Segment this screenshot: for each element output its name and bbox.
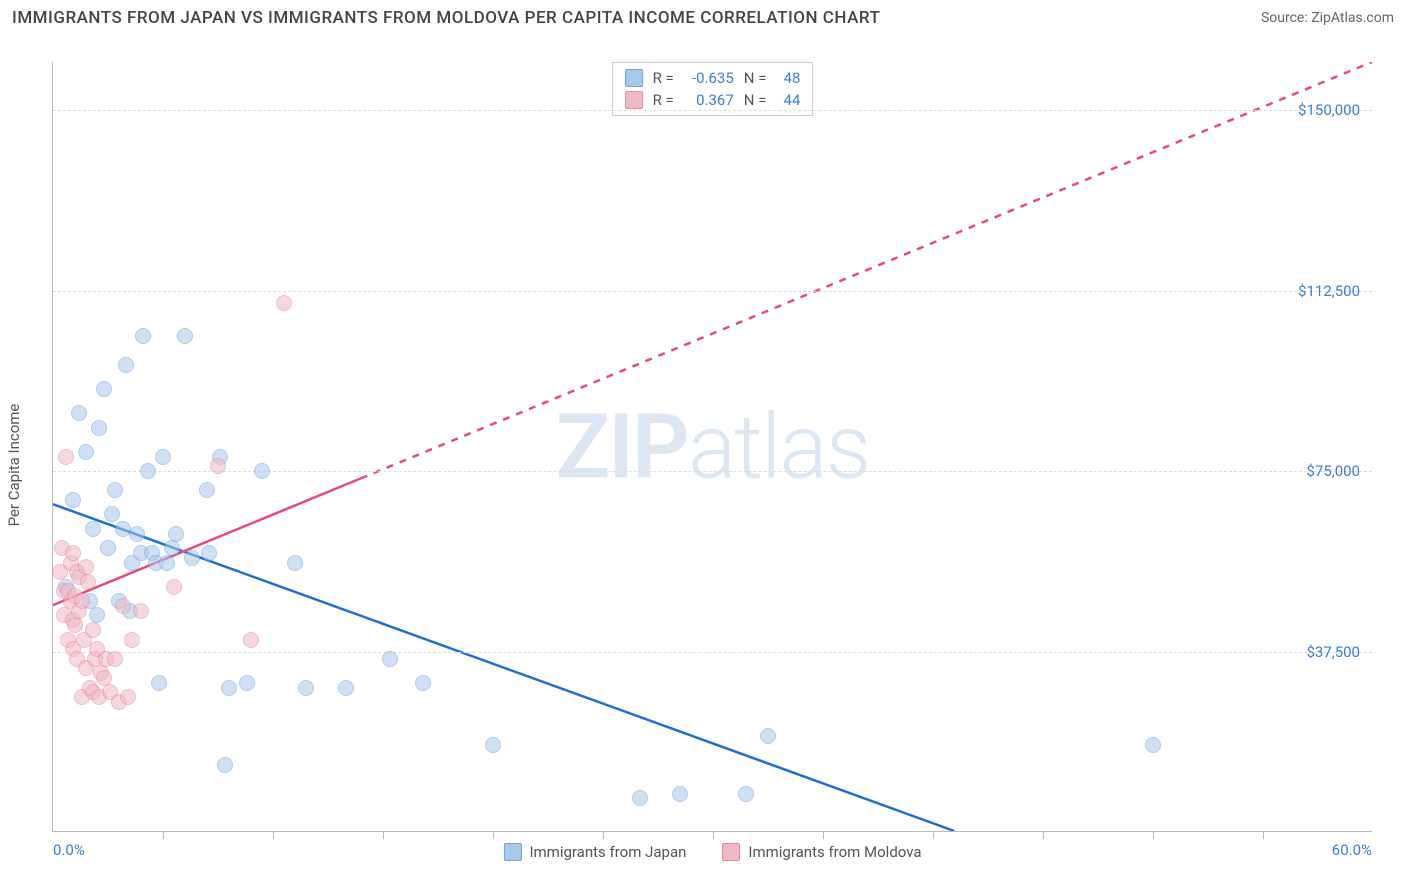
data-point (239, 675, 255, 691)
grid-line (53, 471, 1372, 472)
data-point (124, 632, 140, 648)
data-point (1145, 737, 1161, 753)
legend-item-japan: Immigrants from Japan (503, 843, 686, 861)
y-tick-label: $150,000 (1298, 101, 1360, 119)
x-tick (933, 831, 934, 839)
data-point (58, 449, 74, 465)
data-point (85, 521, 101, 537)
source-link[interactable]: ZipAtlas.com (1311, 10, 1394, 26)
data-point (67, 617, 83, 633)
data-point (115, 598, 131, 614)
data-point (738, 786, 754, 802)
swatch-japan (503, 843, 521, 861)
n-value-japan: 48 (776, 69, 800, 87)
legend-item-moldova: Immigrants from Moldova (722, 843, 921, 861)
x-tick (1263, 831, 1264, 839)
data-point (118, 357, 134, 373)
data-point (107, 482, 123, 498)
data-point (184, 550, 200, 566)
y-tick-label: $37,500 (1306, 643, 1360, 661)
swatch-japan (625, 69, 643, 87)
trend-line (361, 62, 1372, 478)
chart-title: IMMIGRANTS FROM JAPAN VS IMMIGRANTS FROM… (12, 8, 880, 28)
data-point (120, 689, 136, 705)
x-axis-min-label: 0.0% (53, 841, 85, 859)
scatter-plot: ZIPatlas R = -0.635 N = 48 R = 0.367 N =… (52, 62, 1372, 832)
x-axis-max-label: 60.0% (1332, 841, 1372, 859)
legend: Immigrants from Japan Immigrants from Mo… (503, 843, 921, 861)
x-tick (1043, 831, 1044, 839)
data-point (217, 757, 233, 773)
data-point (100, 540, 116, 556)
data-point (199, 482, 215, 498)
grid-line (53, 291, 1372, 292)
data-point (151, 675, 167, 691)
grid-line (53, 110, 1372, 111)
data-point (382, 651, 398, 667)
x-tick (713, 831, 714, 839)
data-point (210, 458, 226, 474)
data-point (71, 405, 87, 421)
data-point (78, 444, 94, 460)
legend-label: Immigrants from Japan (529, 843, 686, 861)
trend-lines (53, 62, 1372, 831)
data-point (107, 651, 123, 667)
data-point (415, 675, 431, 691)
data-point (201, 545, 217, 561)
data-point (159, 555, 175, 571)
source-attribution: Source: ZipAtlas.com (1261, 10, 1394, 26)
y-tick-label: $75,000 (1306, 462, 1360, 480)
data-point (672, 786, 688, 802)
data-point (243, 632, 259, 648)
data-point (168, 526, 184, 542)
x-tick (1153, 831, 1154, 839)
n-value-moldova: 44 (776, 91, 800, 109)
data-point (140, 463, 156, 479)
legend-label: Immigrants from Moldova (748, 843, 921, 861)
data-point (254, 463, 270, 479)
data-point (96, 381, 112, 397)
data-point (129, 526, 145, 542)
data-point (164, 540, 180, 556)
data-point (760, 728, 776, 744)
x-tick (823, 831, 824, 839)
data-point (135, 328, 151, 344)
x-tick (163, 831, 164, 839)
stats-row-japan: R = -0.635 N = 48 (625, 67, 801, 89)
r-value-japan: -0.635 (684, 69, 734, 87)
stats-row-moldova: R = 0.367 N = 44 (625, 89, 801, 111)
data-point (221, 680, 237, 696)
data-point (133, 603, 149, 619)
watermark: ZIPatlas (556, 394, 869, 499)
grid-line (53, 652, 1372, 653)
data-point (91, 420, 107, 436)
data-point (85, 622, 101, 638)
data-point (338, 680, 354, 696)
data-point (276, 295, 292, 311)
x-tick (493, 831, 494, 839)
y-tick-label: $112,500 (1298, 282, 1360, 300)
correlation-stats-box: R = -0.635 N = 48 R = 0.367 N = 44 (612, 62, 814, 116)
data-point (65, 492, 81, 508)
data-point (166, 579, 182, 595)
x-tick (383, 831, 384, 839)
x-tick (603, 831, 604, 839)
data-point (632, 790, 648, 806)
data-point (485, 737, 501, 753)
data-point (104, 506, 120, 522)
x-tick (273, 831, 274, 839)
data-point (155, 449, 171, 465)
data-point (177, 328, 193, 344)
y-axis-title: Per Capita Income (5, 404, 23, 527)
swatch-moldova (625, 91, 643, 109)
data-point (80, 574, 96, 590)
r-value-moldova: 0.367 (684, 91, 734, 109)
data-point (287, 555, 303, 571)
data-point (298, 680, 314, 696)
data-point (65, 545, 81, 561)
swatch-moldova (722, 843, 740, 861)
data-point (74, 593, 90, 609)
